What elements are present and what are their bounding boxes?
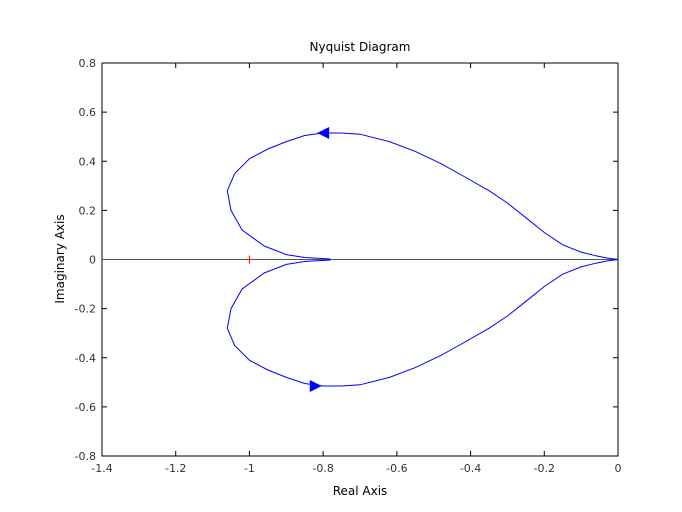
y-tick-label: 0	[89, 254, 96, 267]
y-tick-label: 0.8	[79, 57, 97, 70]
y-tick-label: -0.8	[75, 450, 96, 463]
y-axis-label: Imaginary Axis	[53, 214, 67, 303]
y-tick-label: 0.4	[79, 155, 97, 168]
x-tick-label: -1.4	[91, 462, 112, 475]
y-tick-label: -0.4	[75, 352, 96, 365]
chart-marks	[102, 127, 619, 392]
nyquist-curve-lower	[226, 259, 619, 387]
direction-arrow	[317, 127, 330, 140]
x-tick-label: -1	[244, 462, 255, 475]
y-tick-label: 0.2	[79, 204, 97, 217]
direction-arrow	[309, 379, 322, 392]
x-tick-label: 0	[615, 462, 622, 475]
x-tick-label: -0.2	[534, 462, 555, 475]
x-tick-label: -0.8	[312, 462, 333, 475]
y-tick-label: -0.2	[75, 303, 96, 316]
y-tick-label: 0.6	[79, 106, 97, 119]
x-tick-label: -0.4	[460, 462, 481, 475]
chart-title: Nyquist Diagram	[310, 40, 411, 54]
axis-ticks: -1.4 -1.2 -1 -0.8 -0.6 -0.4 -0.2 0 0.8 0.6 0.4 0.2 0…	[75, 57, 622, 475]
x-axis-label: Real Axis	[333, 484, 388, 498]
x-tick-label: -0.6	[386, 462, 407, 475]
nyquist-curve-upper	[226, 132, 619, 260]
y-tick-label: -0.6	[75, 401, 96, 414]
x-tick-label: -1.2	[165, 462, 186, 475]
